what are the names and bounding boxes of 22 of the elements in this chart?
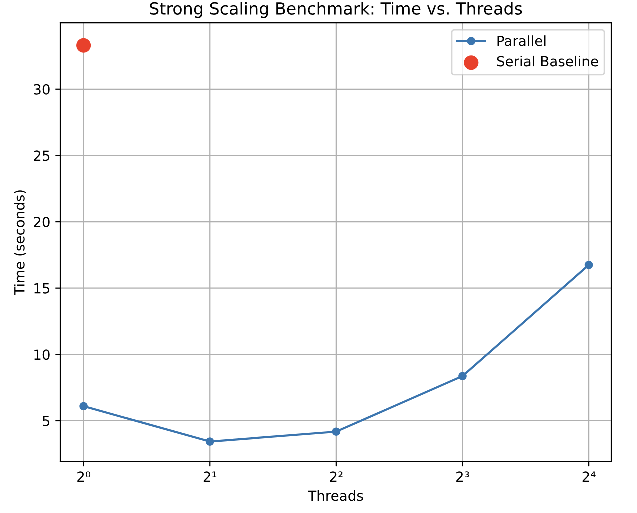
chart-title: Strong Scaling Benchmark: Time vs. Threads [150, 2, 522, 18]
legend-label: Parallel [498, 36, 546, 46]
y-tick-label: 20 [34, 217, 50, 228]
point [458, 372, 467, 380]
point [80, 402, 88, 411]
y-tick-label: 25 [34, 150, 50, 162]
x-tick-label: 2¹ [204, 472, 217, 482]
point [332, 428, 341, 436]
legend-label: Serial Baseline [497, 56, 598, 67]
y-tick-label: 30 [34, 84, 50, 95]
y-axis-title: Time (seconds) [14, 190, 27, 296]
x-axis-title: Threads [308, 490, 364, 502]
point [584, 260, 594, 270]
point [206, 438, 214, 446]
x-tick-label: 2⁴ [582, 472, 596, 482]
x-tick-label: 2⁰ [78, 472, 91, 482]
x-tick-label: 2³ [456, 472, 470, 482]
point [76, 38, 92, 53]
y-tick-label: 15 [34, 284, 50, 294]
y-tick-label: 5 [43, 416, 50, 426]
y-tick-label: 10 [34, 350, 50, 360]
x-tick-label: 2² [330, 472, 343, 482]
